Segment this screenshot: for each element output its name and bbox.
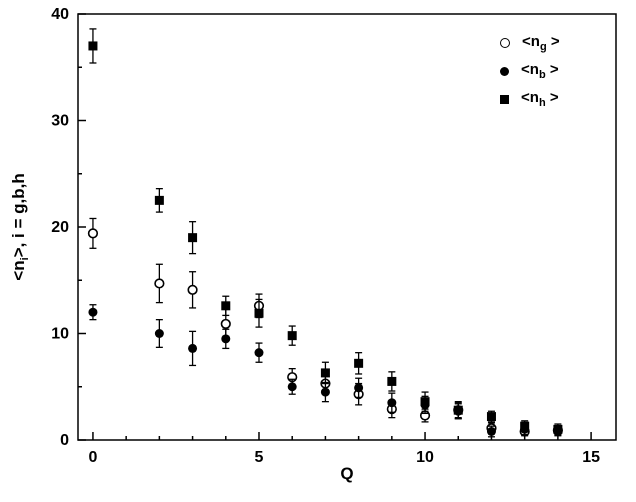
filled-square-marker-icon <box>500 94 509 104</box>
filled-circle-marker-icon <box>500 66 509 76</box>
data-point-filled-square <box>188 233 198 243</box>
data-point-filled-square <box>553 424 563 434</box>
data-point-filled-circle <box>254 348 264 358</box>
legend-label-nh: <nh > <box>521 89 559 109</box>
legend-label-nh-pre: <n <box>521 89 539 106</box>
data-point-open-circle <box>87 228 99 239</box>
x-axis-label: Q <box>340 464 354 483</box>
data-point-filled-circle <box>154 329 164 338</box>
x-tick-label: 10 <box>416 449 434 466</box>
data-point-filled-circle <box>188 343 198 353</box>
data-point-filled-square <box>287 331 297 341</box>
data-point-filled-square <box>221 301 231 311</box>
data-point-filled-circle <box>320 387 330 397</box>
data-point-filled-circle <box>354 383 364 393</box>
y-axis-label-post: >, i = g,b,h <box>8 173 28 258</box>
legend-entry-nb: <nb > <box>500 61 560 81</box>
data-point-filled-square <box>354 358 364 368</box>
legend: <ng > <nb > <nh > <box>500 33 560 118</box>
y-axis-label: <ni>, i = g,b,h <box>9 173 31 280</box>
x-tick-label: 15 <box>582 449 600 466</box>
y-axis-label-sub: i <box>19 257 32 261</box>
series-nh <box>88 28 563 436</box>
legend-label-nb-post: > <box>545 61 559 78</box>
data-point-filled-circle <box>221 334 231 344</box>
legend-label-nh-post: > <box>545 89 559 106</box>
y-tick-label: 30 <box>51 113 69 130</box>
data-point-filled-square <box>154 195 164 205</box>
open-circle-marker-icon <box>500 38 510 48</box>
data-point-filled-circle <box>287 382 297 392</box>
tick-labels: 0 5 10 15 0 10 20 30 40 <box>51 6 600 466</box>
data-point-filled-square <box>387 376 397 386</box>
data-point-filled-square <box>254 308 264 318</box>
data-point-filled-circle <box>88 307 98 317</box>
x-tick-label: 0 <box>88 449 97 466</box>
legend-label-ng-post: > <box>546 33 560 50</box>
data-point-filled-square <box>453 405 463 415</box>
legend-entry-ng: <ng > <box>500 33 560 53</box>
data-point-filled-circle <box>486 426 496 436</box>
axis-ticks <box>78 13 592 441</box>
y-tick-label: 20 <box>51 219 69 236</box>
data-point-filled-square <box>486 412 496 422</box>
y-tick-label: 0 <box>60 432 69 449</box>
legend-entry-nh: <nh > <box>500 89 560 109</box>
legend-label-nb: <nb > <box>521 61 559 81</box>
data-point-open-circle <box>187 284 198 295</box>
data-point-filled-square <box>420 397 430 407</box>
y-tick-label: 10 <box>51 326 69 343</box>
y-axis-label-pre: <n <box>8 260 28 281</box>
legend-label-ng: <ng > <box>522 33 560 53</box>
legend-label-ng-pre: <n <box>522 33 540 50</box>
legend-label-ng-sub: g <box>539 41 547 53</box>
legend-label-nb-pre: <n <box>521 61 539 78</box>
data-point-filled-square <box>520 421 530 431</box>
legend-label-nb-sub: b <box>538 69 546 81</box>
data-point-filled-square <box>320 368 330 378</box>
data-point-open-circle <box>220 318 231 330</box>
x-tick-label: 5 <box>255 449 264 466</box>
data-point-open-circle <box>154 278 165 289</box>
data-point-filled-square <box>88 41 98 51</box>
data-point-filled-circle <box>387 398 397 408</box>
legend-label-nh-sub: h <box>538 97 546 109</box>
y-tick-label: 40 <box>51 6 69 23</box>
